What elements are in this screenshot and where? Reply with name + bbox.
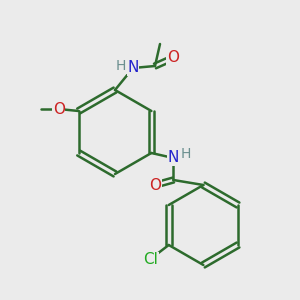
Text: H: H	[180, 147, 190, 161]
Text: N: N	[168, 151, 179, 166]
Text: H: H	[116, 59, 126, 73]
Text: N: N	[127, 61, 139, 76]
Text: O: O	[52, 101, 64, 116]
Text: O: O	[149, 178, 161, 193]
Text: Cl: Cl	[143, 253, 158, 268]
Text: O: O	[167, 50, 179, 65]
